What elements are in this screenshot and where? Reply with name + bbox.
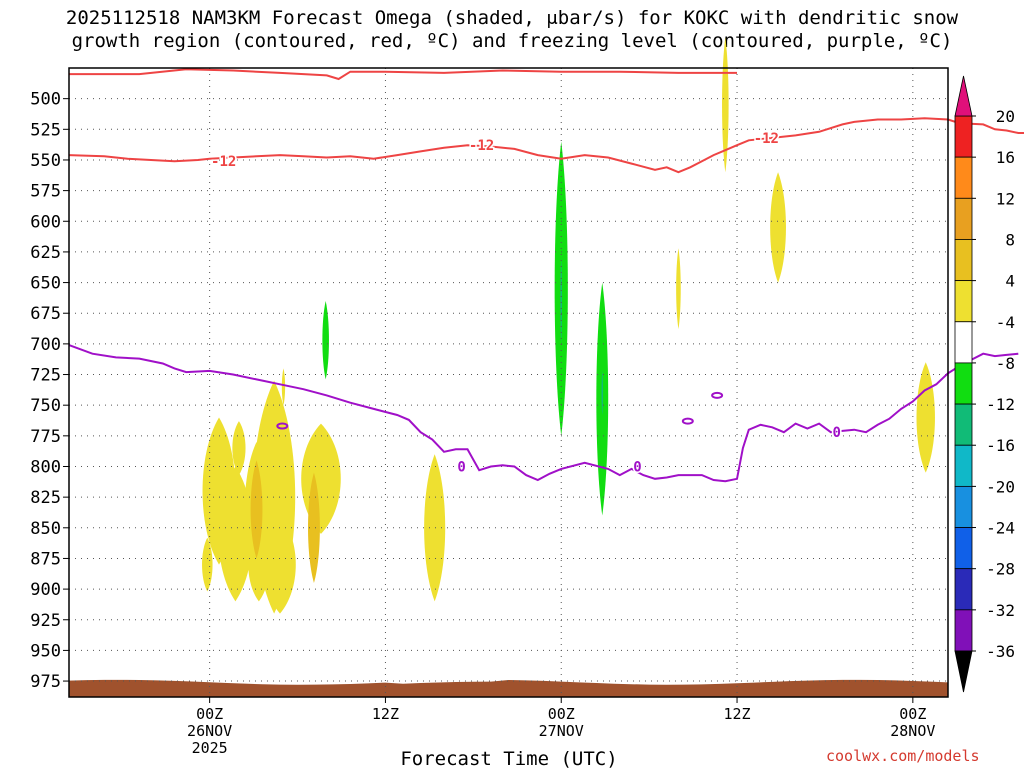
x-tick-label-60-1: 28NOV	[890, 722, 935, 740]
y-tick-label-675: 675	[30, 304, 61, 324]
colorbar-segment-2	[954, 197, 973, 240]
colorbar-segment-7	[954, 403, 973, 446]
y-tick-label-775: 775	[30, 427, 61, 447]
axes: 500 525 550 575 600 625 650 675 700 725 750 775 800 8…	[30, 67, 949, 757]
plot-frame	[68, 67, 949, 698]
freezing-contour-label-1: 0	[633, 459, 641, 475]
omega-region-13	[676, 248, 681, 330]
omega-region-21	[601, 370, 604, 415]
omega-region-9	[250, 460, 263, 559]
colorbar-segment-11	[954, 568, 973, 611]
y-tick-label-550: 550	[30, 151, 61, 171]
colorbar-label-1: 16	[996, 148, 1015, 167]
colorbar-label-2: 12	[996, 189, 1015, 208]
colorbar-segment-8	[954, 444, 973, 487]
omega-region-10	[308, 472, 320, 583]
colorbar-label-3: 8	[1005, 230, 1015, 249]
x-tick-label-60-0: 00Z	[899, 705, 926, 723]
freezing-contour-label-0: 0	[457, 459, 465, 475]
y-tick-label-900: 900	[30, 580, 61, 600]
colorbar-label-6: -8	[996, 354, 1015, 373]
chart-title-line-2: growth region (contoured, red, ºC) and f…	[71, 30, 953, 52]
omega-region-14	[722, 37, 729, 173]
y-tick-label-500: 500	[30, 90, 61, 110]
x-tick-label-30-1: 27NOV	[539, 722, 584, 740]
colorbar-segment-9	[954, 485, 973, 528]
x-tick-label-45-0: 12Z	[723, 705, 750, 723]
x-tick-label-0-1: 26NOV	[187, 722, 232, 740]
omega-region-8	[264, 515, 296, 614]
y-tick-label-700: 700	[30, 335, 61, 355]
colorbar-segment-4	[954, 280, 973, 323]
dendritic-contour-label-2: -12	[754, 131, 779, 147]
omega-region-20	[560, 258, 563, 344]
x-tick-label-30-0: 00Z	[548, 705, 575, 723]
colorbar-segment-0	[954, 115, 973, 158]
omega-shading	[69, 37, 948, 697]
y-tick-label-625: 625	[30, 243, 61, 263]
colorbar: 20 16 12 8 4 -4 -8 -12 -16 -20 -24 -28 -32 -36	[954, 75, 1015, 693]
y-tick-label-600: 600	[30, 212, 61, 232]
colorbar-segment-10	[954, 527, 973, 570]
y-tick-label-950: 950	[30, 641, 61, 661]
terrain-fill	[69, 679, 948, 697]
omega-region-16	[916, 362, 935, 473]
colorbar-segment-3	[954, 239, 973, 282]
y-tick-label-825: 825	[30, 488, 61, 508]
colorbar-label-0: 20	[996, 107, 1015, 126]
colorbar-label-11: -28	[986, 560, 1015, 579]
y-tick-label-725: 725	[30, 366, 61, 386]
x-tick-label-15-0: 12Z	[372, 705, 399, 723]
colorbar-label-13: -36	[986, 642, 1015, 661]
y-tick-label-875: 875	[30, 549, 61, 569]
colorbar-label-5: -4	[996, 313, 1015, 332]
colorbar-label-10: -24	[986, 519, 1015, 538]
colorbar-label-4: 4	[1005, 272, 1015, 291]
colorbar-label-8: -16	[986, 436, 1015, 455]
chart-title-line-1: 2025112518 NAM3KM Forecast Omega (shaded…	[65, 7, 959, 29]
omega-region-17	[322, 300, 329, 380]
freezing-level-contour	[68, 344, 1019, 483]
colorbar-segment-12	[954, 609, 973, 652]
x-axis-label: Forecast Time (UTC)	[400, 748, 617, 768]
omega-region-15	[770, 172, 786, 283]
dendritic-top-contour	[69, 68, 737, 81]
terrain-layer	[69, 679, 948, 697]
y-tick-label-925: 925	[30, 611, 61, 631]
colorbar-segment-5	[954, 321, 973, 364]
omega-region-6	[218, 466, 253, 602]
omega-region-11	[281, 368, 286, 406]
omega-region-2	[232, 421, 246, 476]
watermark: coolwx.com/models	[826, 747, 980, 765]
colorbar-label-7: -12	[986, 395, 1015, 414]
contour-lines: -12 -12 -12 0 0 0	[68, 68, 1024, 483]
colorbar-top-arrow	[954, 75, 973, 117]
dendritic-contour-label-1: -12	[469, 138, 494, 154]
dendritic-contour-label-0: -12	[211, 154, 236, 170]
omega-region-12	[424, 454, 446, 602]
colorbar-label-12: -32	[986, 601, 1015, 620]
freezing-contour-label-2: 0	[832, 425, 840, 441]
colorbar-segment-6	[954, 362, 973, 405]
y-tick-label-650: 650	[30, 274, 61, 294]
dendritic-bottom-contour	[68, 117, 1024, 174]
y-tick-label-850: 850	[30, 519, 61, 539]
grid-lines	[69, 68, 948, 697]
freezing-blob-1	[681, 417, 694, 425]
y-tick-label-750: 750	[30, 396, 61, 416]
x-tick-label-0-0: 00Z	[196, 705, 223, 723]
freezing-blob-2	[711, 391, 724, 399]
y-tick-label-575: 575	[30, 182, 61, 202]
freezing-blob-0	[276, 422, 289, 430]
colorbar-segment-1	[954, 156, 973, 199]
plot-background	[69, 68, 948, 697]
y-tick-label-975: 975	[30, 672, 61, 692]
x-tick-label-0-2: 2025	[192, 739, 228, 757]
colorbar-bottom-arrow	[954, 650, 973, 693]
colorbar-label-9: -20	[986, 477, 1015, 496]
y-tick-label-800: 800	[30, 457, 61, 477]
y-tick-label-525: 525	[30, 120, 61, 140]
